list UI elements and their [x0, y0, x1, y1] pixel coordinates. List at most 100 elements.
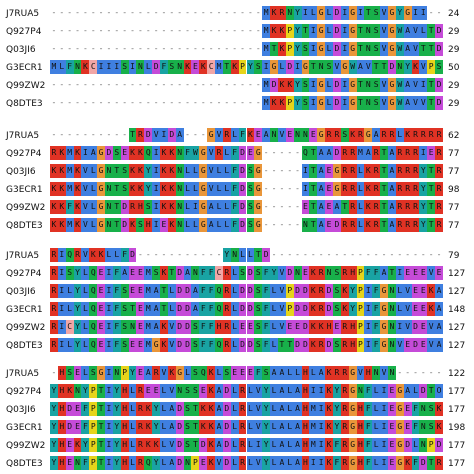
sequence-name: Q927P4 [6, 27, 42, 37]
gap-cell: - [293, 146, 302, 160]
residue-end-position: 177 [448, 405, 466, 415]
residue-cell: V [403, 302, 412, 316]
residue-cell: M [215, 60, 223, 74]
gap-cell: - [230, 78, 239, 92]
residue-cell: R [348, 182, 357, 196]
residue-cell: E [152, 384, 161, 398]
gap-cell: - [160, 24, 168, 38]
gap-cell: - [285, 200, 294, 214]
residue-cell: S [89, 366, 98, 380]
residue-cell: H [301, 402, 310, 416]
gap-cell: - [285, 248, 294, 262]
residue-cell: V [332, 60, 341, 74]
residue-cell: E [403, 266, 412, 280]
residue-cell: L [81, 284, 90, 298]
residue-cell: T [356, 24, 365, 38]
residue-cell: G [199, 200, 208, 214]
residue-cell: P [285, 96, 294, 110]
residue-cell: K [128, 182, 137, 196]
residue-cell: Y [152, 402, 161, 416]
residue-cell: L [89, 182, 98, 196]
residue-cell: S [120, 182, 129, 196]
residue-cell: T [419, 42, 428, 56]
residue-cell: K [81, 60, 90, 74]
gap-cell: - [144, 248, 153, 262]
residue-cell: A [293, 384, 302, 398]
residue-cell: K [57, 200, 66, 214]
residue-cell: R [50, 266, 58, 280]
residue-cell: I [105, 420, 113, 434]
gap-cell: - [246, 24, 255, 38]
residue-end-position: 148 [448, 305, 466, 315]
residue-cell: W [348, 60, 357, 74]
residue-cell: M [144, 266, 153, 280]
residue-cell: S [246, 200, 255, 214]
gap-cell: - [277, 218, 286, 232]
gap-cell: - [50, 78, 58, 92]
residue-cell: L [270, 384, 278, 398]
residue-cell: L [230, 338, 239, 352]
gap-cell: - [395, 366, 404, 380]
residue-cell: L [270, 420, 278, 434]
residue-cell: N [175, 384, 184, 398]
gap-cell: - [270, 146, 278, 160]
residue-cell: K [403, 128, 412, 142]
residue-cell: R [50, 284, 58, 298]
residue-cell: P [238, 60, 247, 74]
residue-cell: V [411, 96, 420, 110]
residue-cell: P [356, 338, 365, 352]
residue-cell: E [97, 284, 106, 298]
residue-cell: K [199, 60, 208, 74]
residue-cell: S [301, 96, 310, 110]
residue-cell: L [160, 420, 168, 434]
residue-cell: P [120, 366, 129, 380]
residue-cell: G [97, 366, 106, 380]
gap-cell: - [435, 366, 443, 380]
residue-cell: T [112, 164, 121, 178]
residue-cell: G [340, 60, 349, 74]
residue-cell: T [309, 164, 318, 178]
residue-cell: D [285, 60, 294, 74]
residue-cell: M [144, 302, 153, 316]
gap-cell: - [112, 78, 121, 92]
residue-cell: R [238, 402, 247, 416]
sequence-name: Q8DTE3 [6, 459, 43, 469]
gap-cell: - [175, 248, 184, 262]
gap-cell: - [427, 6, 436, 20]
residue-cell: I [317, 438, 326, 452]
residue-cell: F [230, 218, 239, 232]
gap-cell: - [120, 6, 129, 20]
residue-cell: I [309, 96, 318, 110]
residue-cell: L [395, 284, 404, 298]
residue-cell: A [277, 384, 286, 398]
residue-cell: V [207, 164, 216, 178]
residue-cell: Y [152, 456, 161, 470]
residue-cell: L [372, 402, 381, 416]
residue-cell: R [340, 182, 349, 196]
residue-cell: I [317, 420, 326, 434]
gap-cell: - [112, 6, 121, 20]
gap-cell: - [285, 182, 294, 196]
gap-cell: - [238, 78, 247, 92]
gap-cell: - [152, 248, 161, 262]
residue-cell: M [144, 338, 153, 352]
residue-cell: A [435, 302, 443, 316]
residue-cell: T [277, 338, 286, 352]
gap-cell: - [105, 128, 113, 142]
residue-cell: K [348, 128, 357, 142]
residue-cell: S [136, 218, 145, 232]
residue-cell: D [293, 338, 302, 352]
residue-cell: D [175, 420, 184, 434]
residue-cell: N [301, 128, 310, 142]
residue-cell: H [57, 456, 66, 470]
residue-cell: G [175, 366, 184, 380]
gap-cell: - [293, 218, 302, 232]
residue-cell: V [364, 60, 373, 74]
residue-cell: L [325, 24, 333, 38]
gap-cell: - [57, 6, 66, 20]
residue-cell: V [167, 320, 176, 334]
gap-cell: - [411, 366, 420, 380]
residue-cell: I [105, 284, 113, 298]
residue-cell: H [57, 438, 66, 452]
residue-cell: E [301, 266, 310, 280]
